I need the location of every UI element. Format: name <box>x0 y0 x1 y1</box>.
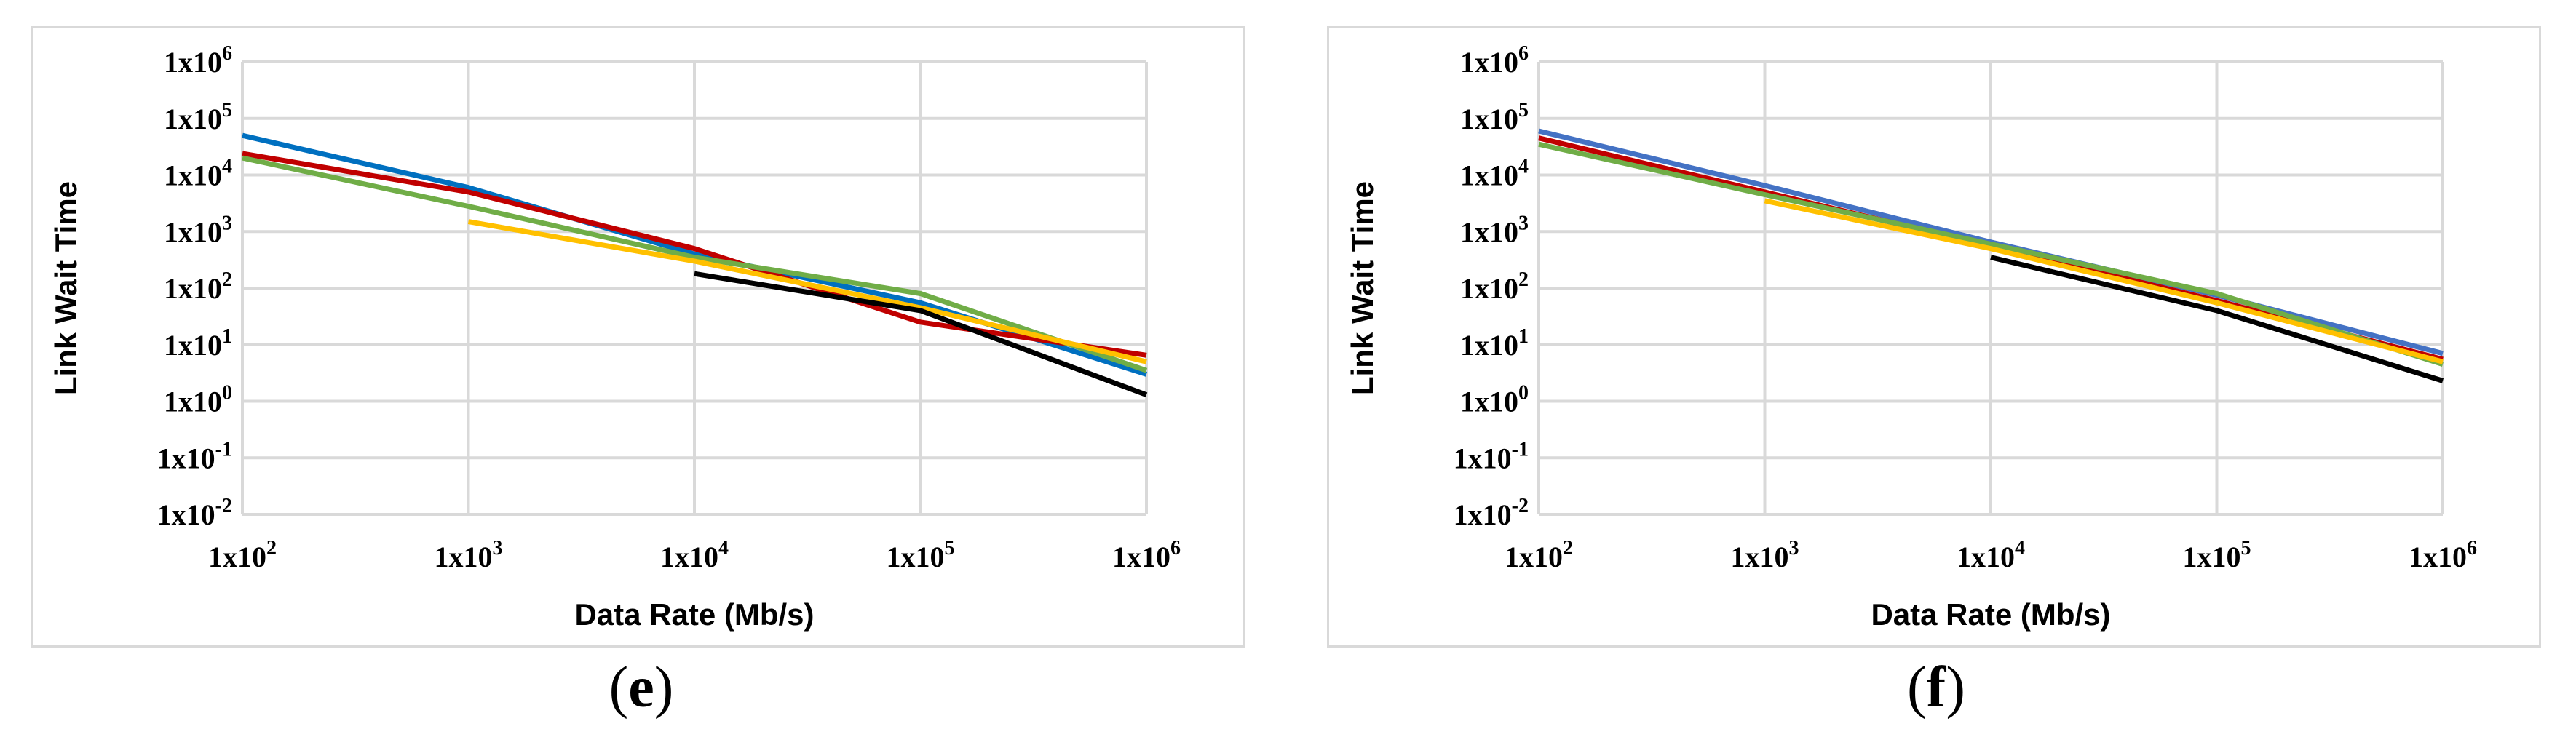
series-line-5 <box>1990 255 2444 383</box>
gridlines <box>1537 60 2444 516</box>
y-tick-label: 1x104 <box>164 156 232 192</box>
y-tick-label: 1x103 <box>1460 212 1529 248</box>
y-tick-label: 1x106 <box>164 42 232 79</box>
chart-panel-f: 1x10-2 1x10-1 1x100 1x101 1x102 1x103 1x104 1x1… <box>1327 26 2541 648</box>
x-axis-label: Data Rate (Mb/s) <box>574 597 814 632</box>
y-tick-label: 1x105 <box>1460 99 1529 135</box>
y-tick-label: 1x100 <box>1460 382 1529 418</box>
series-line-3 <box>1538 141 2444 367</box>
y-tick-label: 1x10-2 <box>1454 495 1529 531</box>
y-tick-label: 1x102 <box>1460 268 1529 305</box>
gridlines <box>241 60 1148 516</box>
series-group <box>1538 128 2444 383</box>
series-line-4 <box>467 219 1147 364</box>
panel-label-f: (f) <box>1907 656 1965 720</box>
x-tick-label: 1x106 <box>2409 537 2477 573</box>
y-tick-label: 1x104 <box>1460 156 1529 192</box>
x-tick-label: 1x105 <box>887 537 955 573</box>
chart-panel-e: 1x10-2 1x10-1 1x100 1x101 1x102 1x103 1x104 1x1… <box>31 26 1245 648</box>
series-group <box>242 132 1148 397</box>
x-tick-label: 1x106 <box>1112 537 1181 573</box>
y-tick-label: 1x101 <box>164 325 232 362</box>
y-tick-label: 1x10-1 <box>1454 438 1529 474</box>
y-tick-label: 1x102 <box>164 268 232 305</box>
chart-f: 1x10-2 1x10-1 1x100 1x101 1x102 1x103 1x104 1x1… <box>1345 42 2477 632</box>
x-axis-label: Data Rate (Mb/s) <box>1871 597 2110 632</box>
y-tick-label: 1x105 <box>164 99 232 135</box>
series-line-5 <box>694 271 1148 397</box>
y-tick-label: 1x10-1 <box>157 438 232 474</box>
y-axis-label: Link Wait Time <box>49 181 83 395</box>
x-tick-label: 1x102 <box>208 537 277 573</box>
x-tick-label: 1x103 <box>435 537 503 573</box>
y-tick-label: 1x103 <box>164 212 232 248</box>
y-axis-label: Link Wait Time <box>1345 181 1379 395</box>
series-line-4 <box>1764 198 2444 364</box>
series-line-3 <box>242 155 1148 373</box>
panel-label-e: (e) <box>609 656 674 720</box>
x-tick-label: 1x104 <box>660 537 729 573</box>
y-tick-label: 1x100 <box>164 382 232 418</box>
chart-e: 1x10-2 1x10-1 1x100 1x101 1x102 1x103 1x104 1x1… <box>49 42 1181 632</box>
y-tick-label: 1x101 <box>1460 325 1529 362</box>
x-tick-label: 1x104 <box>1957 537 2025 573</box>
x-tick-label: 1x103 <box>1731 537 1799 573</box>
y-tick-label: 1x106 <box>1460 42 1529 79</box>
x-tick-label: 1x105 <box>2183 537 2251 573</box>
x-tick-label: 1x102 <box>1505 537 1573 573</box>
series-line-2 <box>242 151 1147 358</box>
y-tick-label: 1x10-2 <box>157 495 232 531</box>
